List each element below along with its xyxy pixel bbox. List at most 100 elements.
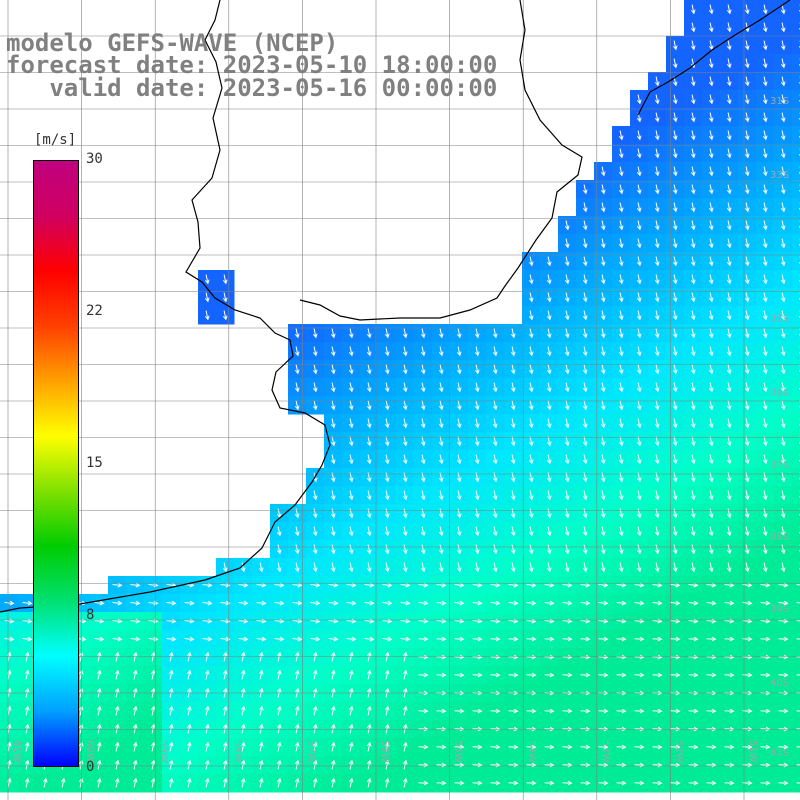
wind-arrow <box>328 582 339 588</box>
wind-arrow <box>762 400 768 411</box>
wind-arrow <box>672 310 678 321</box>
wind-arrow <box>708 4 714 15</box>
wind-arrow <box>418 672 429 678</box>
wind-arrow <box>312 364 318 375</box>
wind-arrow <box>780 4 786 15</box>
wind-arrow <box>744 526 750 537</box>
wind-arrow <box>618 562 624 573</box>
wind-arrow <box>184 600 195 606</box>
wind-arrow <box>204 705 210 716</box>
wind-arrow <box>24 759 30 770</box>
wind-arrow <box>204 669 210 680</box>
coastline <box>0 0 791 613</box>
wind-arrow <box>726 400 732 411</box>
wind-arrow <box>348 526 354 537</box>
wind-arrow <box>796 746 800 748</box>
wind-arrow <box>24 669 30 680</box>
wind-arrow <box>510 562 516 573</box>
wind-arrow <box>762 184 768 195</box>
wind-arrow <box>312 669 318 680</box>
wind-arrow <box>780 292 786 303</box>
wind-arrow <box>330 454 336 465</box>
wind-arrow <box>618 184 624 195</box>
wind-arrow <box>616 780 627 786</box>
wind-arrow <box>526 636 537 642</box>
wind-arrow <box>402 723 408 734</box>
wind-arrow <box>706 780 717 786</box>
wind-arrow <box>618 130 624 141</box>
wind-cell <box>792 414 800 433</box>
wind-arrow <box>256 600 267 606</box>
wind-arrow <box>600 400 606 411</box>
wind-arrow <box>150 741 156 752</box>
wind-arrow <box>580 708 591 714</box>
wind-arrow <box>436 636 447 642</box>
wind-arrow <box>600 436 606 447</box>
wind-arrow <box>528 454 534 465</box>
wind-arrow <box>204 759 210 770</box>
wind-arrow <box>780 76 786 87</box>
wind-arrow <box>294 705 300 716</box>
wind-arrow <box>778 600 789 606</box>
wind-arrow <box>366 741 372 752</box>
wind-arrow <box>454 780 465 786</box>
wind-cell <box>792 18 800 37</box>
wind-arrow <box>582 310 588 321</box>
wind-cell <box>792 432 800 451</box>
wind-arrow <box>258 777 264 788</box>
wind-arrow <box>708 346 714 357</box>
wind-arrow <box>634 672 645 678</box>
wind-arrow <box>492 346 498 357</box>
wind-arrow <box>546 526 552 537</box>
wind-arrow <box>708 220 714 231</box>
wind-arrow <box>654 364 660 375</box>
wind-cell <box>792 126 800 145</box>
wind-arrow <box>564 364 570 375</box>
wind-arrow <box>546 310 552 321</box>
wind-arrow <box>634 762 645 768</box>
wind-arrow <box>508 672 519 678</box>
wind-arrow <box>294 508 300 519</box>
wind-arrow <box>330 759 336 770</box>
wind-arrow <box>652 744 663 750</box>
wind-arrow <box>708 202 714 213</box>
wind-arrow <box>384 651 390 662</box>
wind-arrow <box>654 310 660 321</box>
wind-arrow <box>724 708 735 714</box>
wind-arrow <box>346 636 357 642</box>
wind-arrow <box>618 364 624 375</box>
wind-arrow <box>456 508 462 519</box>
wind-cell <box>792 774 800 793</box>
wind-cell <box>792 630 800 649</box>
wind-arrow <box>744 58 750 69</box>
wind-arrow <box>240 777 246 788</box>
wind-arrow <box>690 76 696 87</box>
wind-arrow <box>636 256 642 267</box>
wind-arrow <box>564 346 570 357</box>
wind-arrow <box>222 310 228 321</box>
wind-arrow <box>762 544 768 555</box>
wind-arrow <box>346 600 357 606</box>
wind-cell <box>792 288 800 307</box>
wind-arrow <box>636 346 642 357</box>
wind-arrow <box>690 112 696 123</box>
wind-arrow <box>222 759 228 770</box>
wind-arrow <box>294 544 300 555</box>
wind-arrow <box>508 708 519 714</box>
wind-arrow <box>618 166 624 177</box>
wind-arrow <box>708 328 714 339</box>
wind-arrow <box>546 436 552 447</box>
wind-arrow <box>690 454 696 465</box>
wind-arrow <box>780 562 786 573</box>
wind-arrow <box>726 76 732 87</box>
longitude-label: 57W <box>305 740 316 763</box>
wind-arrow <box>690 418 696 429</box>
wind-arrow <box>762 364 768 375</box>
wind-arrow <box>582 490 588 501</box>
wind-arrow <box>114 741 120 752</box>
wind-arrow <box>654 562 660 573</box>
wind-arrow <box>220 600 231 606</box>
wind-arrow <box>672 130 678 141</box>
wind-arrow <box>436 762 447 768</box>
longitude-label: 52W <box>673 740 684 763</box>
